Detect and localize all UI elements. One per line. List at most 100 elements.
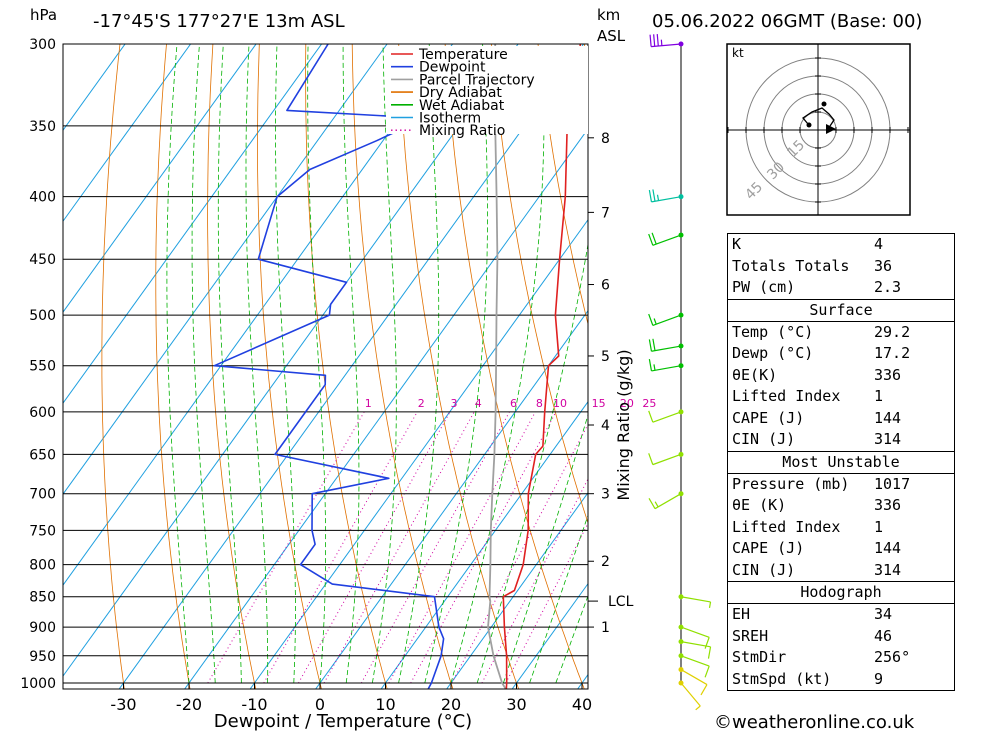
wind-barb-feather (653, 34, 656, 47)
height-unit-asl: ASL (597, 27, 626, 45)
x-axis-title: Dewpoint / Temperature (°C) (214, 711, 472, 732)
wet-adiabat-line (398, 44, 440, 684)
param-name: Dewp (°C) (732, 344, 814, 362)
legend-label: Dewpoint (419, 60, 486, 76)
isotherm-line (63, 44, 388, 495)
pressure-tick-label: 400 (29, 190, 56, 206)
dry-adiabat-line (155, 44, 191, 689)
pressure-tick-label: 1000 (20, 676, 56, 692)
dewpoint-line (213, 44, 445, 689)
dry-adiabat-line (207, 44, 257, 689)
wind-barb (651, 43, 682, 48)
dry-adiabat-line (444, 44, 585, 689)
temperature-tick-label: -20 (176, 695, 202, 714)
table-row: CAPE (J) 144 (728, 408, 954, 430)
table-row: CIN (J) 314 (728, 560, 954, 582)
wind-barb (652, 314, 682, 326)
hodograph-point (821, 101, 827, 107)
mixing-ratio-label: 6 (510, 397, 517, 410)
table-row: θE (K) 336 (728, 495, 954, 517)
stability-indices-table: K 4 Totals Totals 36 PW (cm) 2.3 Surface Temp… (727, 233, 955, 691)
wet-adiabat-line (166, 44, 190, 684)
legend-label: Parcel Trajectory (419, 72, 535, 88)
wind-barb-feather (648, 410, 654, 423)
height-unit-km: km (597, 6, 620, 24)
wind-barb-feather (651, 232, 657, 245)
param-value: 1017 (874, 474, 911, 493)
temperature-line (502, 44, 582, 689)
isotherm-line (446, 491, 588, 689)
temperature-tick-label: 40 (572, 695, 592, 714)
lcl-label: LCL (608, 594, 634, 610)
wind-barb (680, 682, 701, 707)
axes: 1 2 3 4 6 8 10 15 20 2530035040045050055060065070… (20, 37, 656, 714)
table-row: CIN (J) 314 (728, 429, 954, 451)
table-row: EH 34 (728, 604, 954, 626)
param-value: 1 (874, 387, 884, 405)
temperature-tick-label: 20 (441, 695, 461, 714)
sounding-profiles (213, 44, 582, 689)
param-value: 36 (874, 256, 893, 275)
legend-label: Mixing Ratio (419, 123, 505, 139)
pressure-tick-label: 900 (29, 620, 56, 636)
datetime-title: 05.06.2022 06GMT (Base: 00) (652, 11, 922, 32)
param-value: 314 (874, 430, 902, 448)
table-row: Totals Totals 36 (728, 256, 954, 278)
param-value: 34 (874, 605, 893, 623)
pressure-tick-label: 300 (29, 37, 56, 53)
dry-adiabat-line (305, 44, 388, 689)
height-tick-label: 2 (601, 554, 610, 570)
wind-barb-feather (704, 665, 710, 678)
dry-adiabat-line (537, 44, 588, 326)
param-name: θE(K) (732, 365, 778, 384)
table-row: Pressure (mb) 1017 (728, 474, 954, 496)
height-tick-label: 5 (601, 349, 610, 365)
wind-barb (651, 365, 682, 372)
param-name: Lifted Index (732, 517, 841, 536)
wind-barb-feather (648, 498, 656, 509)
mixing-ratio-label: 4 (475, 397, 482, 410)
param-name: CAPE (J) (732, 539, 805, 557)
wind-barb-feather (708, 601, 712, 608)
pressure-tick-label: 700 (29, 487, 56, 503)
param-name: EH (732, 605, 751, 623)
wind-barb (652, 453, 682, 466)
param-value: 314 (874, 560, 902, 579)
wind-barb (652, 234, 682, 246)
wind-barb (651, 196, 682, 203)
dry-adiabat-line (398, 44, 520, 689)
param-name: PW (cm) (732, 278, 796, 296)
mixing-ratio-label: 3 (451, 397, 458, 410)
wind-barb-feather (648, 339, 653, 352)
wet-adiabat-line (245, 44, 269, 683)
isotherm-line (249, 218, 588, 689)
table-row: CAPE (J) 144 (728, 538, 954, 560)
mixing-ratio-line (481, 477, 588, 684)
pressure-tick-label: 950 (29, 649, 56, 665)
isotherm-line (511, 582, 588, 689)
hodograph-params-title: Hodograph (728, 582, 954, 604)
height-tick-label: 4 (601, 418, 610, 434)
mixing-ratio-line (410, 411, 557, 684)
wind-barb (680, 655, 710, 667)
wind-barb-feather (707, 646, 712, 659)
param-name: StmDir (732, 648, 787, 666)
legend-label: Temperature (418, 47, 508, 63)
plot-frame (62, 43, 589, 690)
wet-adiabat-line (503, 413, 588, 684)
mixing-ratio-line (360, 411, 510, 684)
wind-barb-feather (660, 39, 663, 46)
isotherm-line (63, 44, 257, 314)
wind-barb (680, 626, 710, 638)
wet-adiabat-line (424, 44, 488, 684)
wind-barb-feather (648, 189, 653, 202)
param-name: CIN (J) (732, 560, 796, 579)
mixing-ratio-label: 15 (592, 397, 606, 410)
wet-adiabat-line (275, 44, 296, 684)
param-name: Temp (°C) (732, 322, 814, 341)
param-name: StmSpd (kt) (732, 669, 832, 688)
param-value: 4 (874, 235, 884, 253)
wind-barb-feather (656, 33, 659, 47)
dry-adiabat-line (257, 44, 322, 689)
